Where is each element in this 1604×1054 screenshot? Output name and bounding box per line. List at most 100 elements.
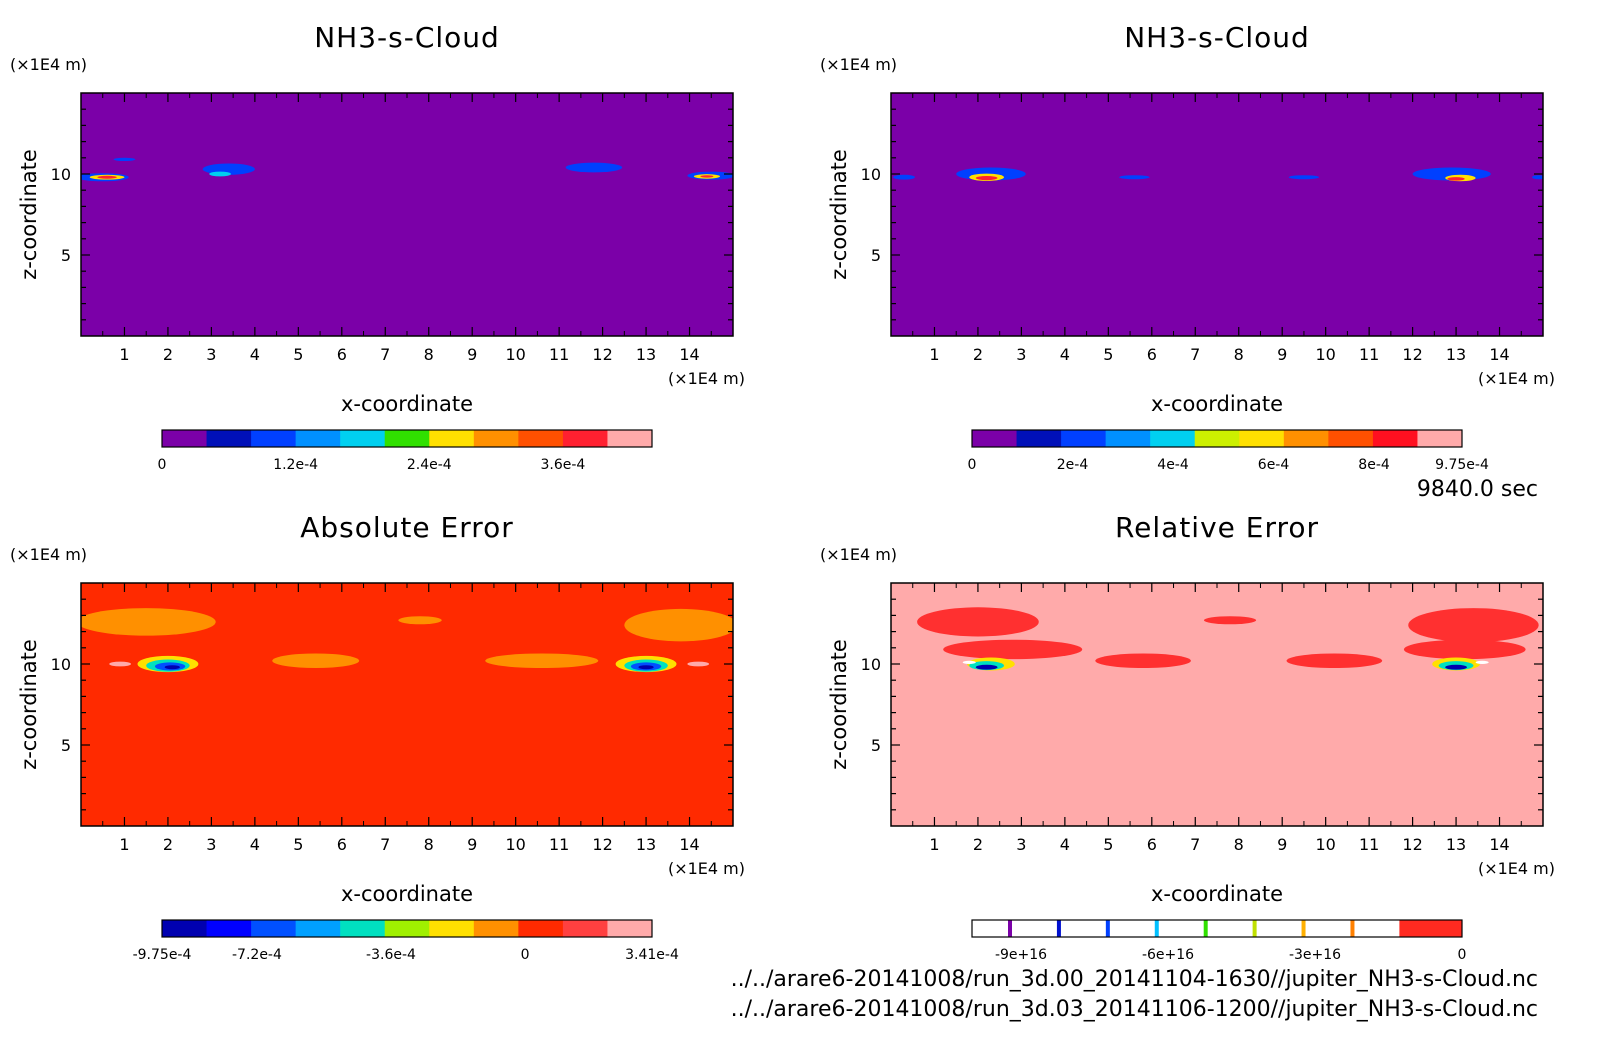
- y-unit-label: (×1E4 m): [820, 55, 897, 74]
- contour-blob-1: [81, 608, 216, 636]
- contour-blob-1: [917, 607, 1039, 637]
- colorbar-segment: [972, 430, 1018, 447]
- contour-blob-4: [624, 608, 733, 642]
- x-axis-label: x-coordinate: [341, 392, 473, 416]
- x-tick-label: 4: [250, 345, 260, 364]
- contour-blob-9: [164, 665, 180, 670]
- x-tick-label: 2: [973, 345, 983, 364]
- y-tick-label: 10: [51, 165, 71, 184]
- time-label: 9840.0 sec: [1417, 477, 1538, 502]
- x-tick-label: 7: [380, 345, 390, 364]
- x-tick-label: 8: [424, 345, 434, 364]
- file-path-1: ../../arare6-20141008/run_3d.00_20141104…: [731, 967, 1538, 992]
- contour-blob-6: [209, 171, 231, 177]
- colorbar-level-line: [1301, 920, 1306, 937]
- colorbar-segment: [518, 920, 564, 937]
- colorbar-segment: [1417, 430, 1463, 447]
- colorbar-frame: [971, 919, 1463, 938]
- contour-blob-3: [97, 175, 117, 179]
- colorbar-background: [972, 920, 1462, 937]
- colorbar-level-line: [1350, 920, 1355, 937]
- colorbar-segment: [206, 920, 252, 937]
- plot-background: [81, 93, 733, 336]
- y-tick-label: 10: [861, 165, 881, 184]
- y-axis-label: z-coordinate: [17, 149, 41, 280]
- colorbar-tick-label: 9.75e-4: [1435, 457, 1489, 473]
- x-axis-label: x-coordinate: [1151, 882, 1283, 906]
- x-tick-label: 10: [1315, 835, 1335, 854]
- contour-blob-9: [1447, 177, 1465, 181]
- colorbar-tick-label: -3e+16: [1289, 947, 1341, 963]
- colorbar-segment: [473, 430, 519, 447]
- colorbar-segment: [251, 430, 297, 447]
- x-tick-label: 11: [549, 345, 569, 364]
- x-tick-label: 1: [119, 835, 129, 854]
- colorbar-tick-label: 2.4e-4: [407, 457, 452, 473]
- contour-blob-4: [1286, 653, 1383, 669]
- colorbar-segment: [340, 920, 386, 937]
- colorbar-segment: [1239, 430, 1285, 447]
- x-tick-label: 13: [1446, 345, 1466, 364]
- x-axis-label: x-coordinate: [341, 882, 473, 906]
- colorbar-level-line: [1008, 920, 1012, 937]
- colorbar-segment: [1061, 430, 1107, 447]
- x-tick-label: 2: [973, 835, 983, 854]
- colorbar-tick-label: 0: [1458, 947, 1467, 963]
- chart-title: NH3-s-Cloud: [314, 21, 500, 54]
- x-tick-label: 8: [424, 835, 434, 854]
- colorbar-tick-label: 0: [158, 457, 167, 473]
- colorbar-segment: [295, 920, 341, 937]
- x-axis-label: x-coordinate: [1151, 392, 1283, 416]
- colorbar-level-line: [1056, 920, 1061, 937]
- colorbar-tick-label: -6e+16: [1142, 947, 1194, 963]
- x-tick-label: 3: [206, 835, 216, 854]
- colorbar-tick-label: 3.41e-4: [625, 947, 679, 963]
- contour-blob-15: [687, 661, 710, 667]
- y-tick-label: 10: [861, 655, 881, 674]
- contour-blob-3: [485, 653, 599, 669]
- colorbar-tick-label: -9e+16: [995, 947, 1047, 963]
- x-unit-label: (×1E4 m): [668, 859, 745, 878]
- colorbar-segment: [251, 920, 297, 937]
- y-axis-label: z-coordinate: [17, 639, 41, 770]
- colorbar-segment: [162, 920, 208, 937]
- x-tick-label: 11: [1359, 345, 1379, 364]
- x-tick-label: 1: [119, 345, 129, 364]
- colorbar-tick-label: -9.75e-4: [133, 947, 192, 963]
- colorbar-tick-label: 0: [521, 947, 530, 963]
- x-tick-label: 11: [549, 835, 569, 854]
- colorbar-frame: [161, 429, 653, 448]
- contour-features: [917, 607, 1539, 671]
- x-tick-label: 5: [293, 835, 303, 854]
- x-tick-label: 9: [1277, 835, 1287, 854]
- y-tick-label: 10: [51, 655, 71, 674]
- contour-blob-10: [975, 664, 998, 670]
- colorbar-segment: [162, 430, 208, 447]
- contour-blob-5: [398, 616, 442, 625]
- x-tick-label: 14: [679, 835, 699, 854]
- x-tick-label: 13: [1446, 835, 1466, 854]
- x-tick-label: 12: [1402, 345, 1422, 364]
- x-tick-label: 13: [636, 345, 656, 364]
- y-tick-label: 5: [871, 736, 881, 755]
- x-tick-label: 14: [679, 345, 699, 364]
- colorbar-segment: [473, 920, 519, 937]
- x-tick-label: 3: [206, 345, 216, 364]
- x-tick-label: 11: [1359, 835, 1379, 854]
- colorbar-tick-label: 8e-4: [1358, 457, 1390, 473]
- colorbar-segment: [1399, 920, 1462, 937]
- contour-blob-14: [962, 660, 976, 664]
- x-unit-label: (×1E4 m): [668, 369, 745, 388]
- x-tick-label: 9: [467, 345, 477, 364]
- colorbar-segment: [562, 920, 608, 937]
- contour-features: [81, 608, 733, 673]
- contour-blob-1: [893, 174, 915, 180]
- panel-2: NH3-s-Cloud(×1E4 m)1 2 3 4 5 6 7 8 9 10 11 12 13 1451…: [820, 21, 1555, 473]
- colorbar-tick-label: -3.6e-4: [366, 947, 416, 963]
- colorbar-segment: [562, 430, 608, 447]
- colorbar-segment: [518, 430, 564, 447]
- y-tick-label: 5: [871, 246, 881, 265]
- x-tick-label: 6: [337, 835, 347, 854]
- y-unit-label: (×1E4 m): [820, 545, 897, 564]
- contour-blob-6: [1288, 175, 1320, 180]
